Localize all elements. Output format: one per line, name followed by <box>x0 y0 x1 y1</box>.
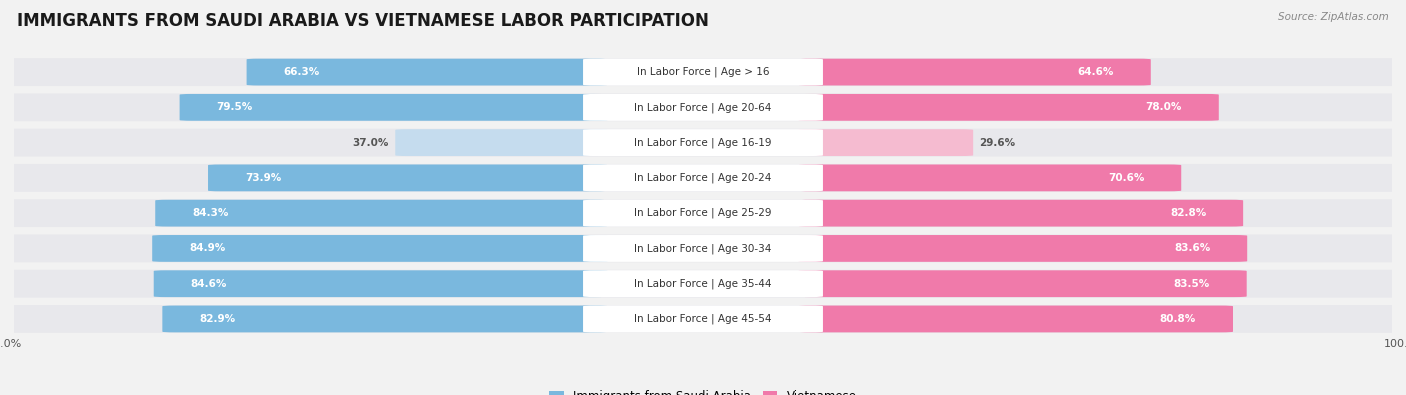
FancyBboxPatch shape <box>799 94 1219 121</box>
Text: 100.0%: 100.0% <box>1384 339 1406 349</box>
Text: 66.3%: 66.3% <box>284 67 319 77</box>
FancyBboxPatch shape <box>583 129 823 156</box>
FancyBboxPatch shape <box>583 200 823 227</box>
Text: 83.5%: 83.5% <box>1174 279 1209 289</box>
Text: 29.6%: 29.6% <box>980 137 1015 148</box>
FancyBboxPatch shape <box>799 235 1247 262</box>
FancyBboxPatch shape <box>583 94 823 121</box>
Text: In Labor Force | Age > 16: In Labor Force | Age > 16 <box>637 67 769 77</box>
Text: 64.6%: 64.6% <box>1077 67 1114 77</box>
Text: 70.6%: 70.6% <box>1108 173 1144 183</box>
FancyBboxPatch shape <box>0 58 1406 86</box>
Text: 82.9%: 82.9% <box>200 314 235 324</box>
FancyBboxPatch shape <box>162 306 607 332</box>
Text: In Labor Force | Age 25-29: In Labor Force | Age 25-29 <box>634 208 772 218</box>
Text: 100.0%: 100.0% <box>0 339 22 349</box>
Text: IMMIGRANTS FROM SAUDI ARABIA VS VIETNAMESE LABOR PARTICIPATION: IMMIGRANTS FROM SAUDI ARABIA VS VIETNAME… <box>17 12 709 30</box>
Text: In Labor Force | Age 20-64: In Labor Force | Age 20-64 <box>634 102 772 113</box>
Text: 82.8%: 82.8% <box>1170 208 1206 218</box>
Text: 84.9%: 84.9% <box>190 243 225 254</box>
Text: In Labor Force | Age 35-44: In Labor Force | Age 35-44 <box>634 278 772 289</box>
FancyBboxPatch shape <box>395 129 607 156</box>
Text: 83.6%: 83.6% <box>1174 243 1211 254</box>
FancyBboxPatch shape <box>0 164 1406 192</box>
FancyBboxPatch shape <box>799 164 1181 191</box>
FancyBboxPatch shape <box>799 59 1150 85</box>
Text: Source: ZipAtlas.com: Source: ZipAtlas.com <box>1278 12 1389 22</box>
Text: In Labor Force | Age 20-24: In Labor Force | Age 20-24 <box>634 173 772 183</box>
FancyBboxPatch shape <box>583 164 823 191</box>
FancyBboxPatch shape <box>0 235 1406 262</box>
Text: 79.5%: 79.5% <box>217 102 253 112</box>
Text: In Labor Force | Age 45-54: In Labor Force | Age 45-54 <box>634 314 772 324</box>
Text: In Labor Force | Age 16-19: In Labor Force | Age 16-19 <box>634 137 772 148</box>
Text: 80.8%: 80.8% <box>1160 314 1197 324</box>
Text: 84.6%: 84.6% <box>191 279 226 289</box>
Text: In Labor Force | Age 30-34: In Labor Force | Age 30-34 <box>634 243 772 254</box>
Legend: Immigrants from Saudi Arabia, Vietnamese: Immigrants from Saudi Arabia, Vietnamese <box>550 390 856 395</box>
FancyBboxPatch shape <box>180 94 607 121</box>
Text: 78.0%: 78.0% <box>1146 102 1182 112</box>
FancyBboxPatch shape <box>0 305 1406 333</box>
FancyBboxPatch shape <box>583 270 823 297</box>
FancyBboxPatch shape <box>799 200 1243 227</box>
Text: 84.3%: 84.3% <box>193 208 229 218</box>
FancyBboxPatch shape <box>155 200 607 227</box>
FancyBboxPatch shape <box>152 235 607 262</box>
FancyBboxPatch shape <box>799 306 1233 332</box>
FancyBboxPatch shape <box>0 129 1406 156</box>
FancyBboxPatch shape <box>583 59 823 85</box>
FancyBboxPatch shape <box>246 59 607 85</box>
Text: 73.9%: 73.9% <box>245 173 281 183</box>
FancyBboxPatch shape <box>0 199 1406 227</box>
FancyBboxPatch shape <box>583 306 823 332</box>
FancyBboxPatch shape <box>0 270 1406 297</box>
FancyBboxPatch shape <box>153 270 607 297</box>
FancyBboxPatch shape <box>0 94 1406 121</box>
FancyBboxPatch shape <box>583 235 823 262</box>
FancyBboxPatch shape <box>799 270 1247 297</box>
FancyBboxPatch shape <box>208 164 607 191</box>
Text: 37.0%: 37.0% <box>353 137 389 148</box>
FancyBboxPatch shape <box>799 129 973 156</box>
